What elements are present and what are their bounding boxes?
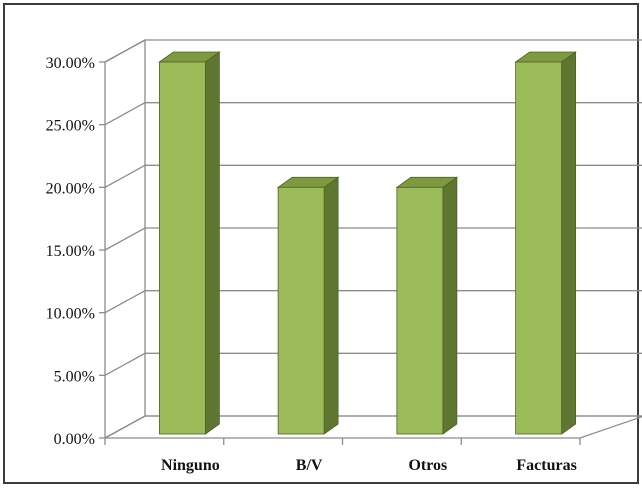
bar-side-face <box>204 51 220 435</box>
y-tick-label: 0.00% <box>54 431 95 448</box>
gridline <box>104 102 642 126</box>
y-tick-label: 15.00% <box>46 243 95 260</box>
y-tick-label: 30.00% <box>46 55 95 72</box>
bar-side-face <box>561 51 577 435</box>
bar-otros <box>395 176 459 435</box>
bar-ninguno <box>158 51 221 435</box>
gridline <box>104 227 642 251</box>
x-tick-label: B/V <box>296 457 323 474</box>
bar-b-v <box>276 176 340 435</box>
y-tick-label: 25.00% <box>46 118 95 135</box>
y-tick-label: 20.00% <box>46 180 95 197</box>
gridline <box>104 352 642 376</box>
y-tick-label: 10.00% <box>46 306 95 323</box>
gridline <box>104 415 642 439</box>
y-axis-tick-labels: 0.00% 5.00% 10.00% 15.00% 20.00% 25.00% 30.00% <box>46 55 95 448</box>
bar-front-face <box>396 186 444 435</box>
x-tick-label: Ninguno <box>161 457 220 474</box>
gridlines <box>104 39 642 439</box>
x-axis-tick-labels: Ninguno B/V Otros Facturas <box>161 457 577 474</box>
bar-facturas <box>514 51 577 435</box>
y-tick-label: 5.00% <box>54 368 95 385</box>
axes <box>99 61 581 445</box>
bar-front-face <box>515 61 563 435</box>
x-tick-label: Facturas <box>516 457 576 474</box>
gridline <box>104 164 642 188</box>
bar-side-face <box>442 176 458 435</box>
x-tick-label: Otros <box>408 457 447 474</box>
bar-side-face <box>323 176 339 435</box>
bars <box>158 51 577 435</box>
bar-front-face <box>158 61 206 435</box>
gridline <box>104 39 642 63</box>
bar-front-face <box>277 186 325 435</box>
gridline <box>104 290 642 314</box>
